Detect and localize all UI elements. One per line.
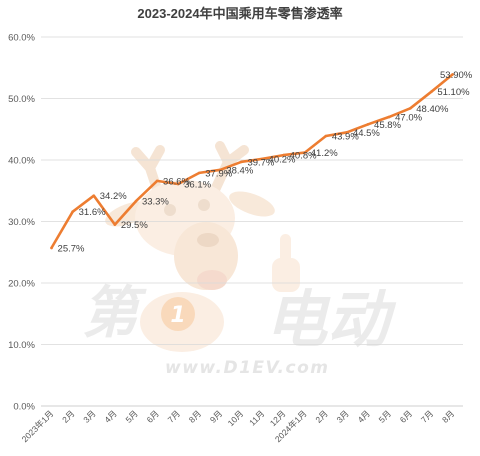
data-point [92, 194, 96, 197]
y-tick-label: 60.0% [8, 32, 35, 43]
y-tick-label: 0.0% [13, 401, 35, 412]
x-tick-label: 2月 [313, 408, 329, 424]
data-point [50, 246, 53, 250]
data-label: 41.2% [311, 148, 338, 159]
x-tick-label: 5月 [123, 408, 139, 424]
x-tick-label: 11月 [247, 408, 266, 427]
x-tick-label: 5月 [377, 408, 393, 424]
data-point [303, 151, 307, 154]
data-point [387, 115, 391, 119]
watermark-badge-digit: 1 [170, 303, 185, 328]
data-point [176, 182, 180, 186]
watermark-url: www.D1EV.com [165, 358, 329, 378]
data-label: 29.5% [121, 220, 148, 231]
x-tick-label: 7月 [166, 408, 182, 424]
data-label: 40.8% [290, 151, 317, 162]
data-label: 37.9% [205, 168, 232, 179]
deer-mascot-icon: 1 [105, 141, 300, 352]
data-label: 34.2% [100, 191, 127, 202]
y-tick-label: 10.0% [8, 340, 35, 351]
data-label: 53.90% [440, 70, 473, 81]
series-line [50, 73, 454, 250]
data-label: 39.7% [247, 157, 274, 168]
data-label: 31.6% [79, 207, 106, 218]
data-point [71, 210, 74, 213]
data-point [282, 153, 285, 157]
data-point [324, 134, 328, 138]
data-label: 36.1% [184, 179, 211, 190]
x-tick-label: 2月 [60, 408, 76, 424]
data-point [451, 73, 454, 76]
data-label: 33.3% [142, 197, 169, 208]
series [50, 73, 454, 250]
data-point [219, 168, 222, 172]
data-point [430, 90, 433, 94]
chart-title: 2023-2024年中国乘用车零售渗透率 [137, 6, 342, 21]
gridlines [41, 36, 463, 407]
data-point [155, 179, 159, 183]
data-label: 51.10% [437, 87, 470, 98]
y-tick-label: 40.0% [8, 155, 35, 166]
watermark-brand-left: 第 [82, 281, 147, 346]
x-tick-label: 7月 [419, 408, 435, 424]
data-point [261, 157, 264, 161]
y-tick-label: 20.0% [8, 278, 35, 289]
data-label: 40.2% [269, 154, 296, 165]
x-tick-label: 3月 [81, 408, 97, 424]
x-tick-label: 3月 [334, 408, 350, 424]
y-tick-label: 50.0% [8, 94, 35, 105]
watermark: 1 第 电动 www.D1EV.com [82, 141, 397, 378]
data-label: 43.9% [332, 132, 359, 143]
x-tick-label: 2023年1月 [20, 408, 56, 444]
data-point [240, 160, 243, 164]
data-label: 36.6% [163, 176, 190, 187]
x-tick-label: 9月 [208, 408, 224, 424]
data-point [366, 123, 370, 126]
data-labels: 25.7% 31.6% 34.2% 29.5% 33.3% 36.6%36.1%37.9%… [58, 70, 473, 254]
data-label: 47.0% [395, 112, 422, 123]
x-tick-label: 8月 [440, 408, 456, 424]
x-tick-label: 4月 [356, 408, 372, 424]
x-tick-label: 10月 [226, 408, 246, 428]
data-point [408, 107, 412, 110]
x-tick-label: 8月 [187, 408, 203, 424]
x-tick-label: 4月 [102, 408, 118, 424]
data-point [113, 223, 117, 226]
y-tick-label: 30.0% [8, 217, 35, 228]
x-tick-label: 6月 [145, 408, 161, 424]
data-label: 44.5% [353, 128, 380, 139]
watermark-brand-right: 电动 [265, 283, 397, 356]
data-label: 25.7% [58, 243, 85, 254]
data-label: 45.8% [374, 120, 401, 131]
data-label: 38.4% [226, 165, 253, 176]
y-axis: 0.0% 10.0% 20.0% 30.0% 40.0% 50.0% 60.0% [8, 32, 35, 412]
data-point [134, 199, 138, 203]
x-tick-label: 6月 [398, 408, 414, 424]
data-point [345, 131, 349, 134]
data-label: 48.40% [416, 104, 449, 115]
data-point [197, 171, 201, 175]
